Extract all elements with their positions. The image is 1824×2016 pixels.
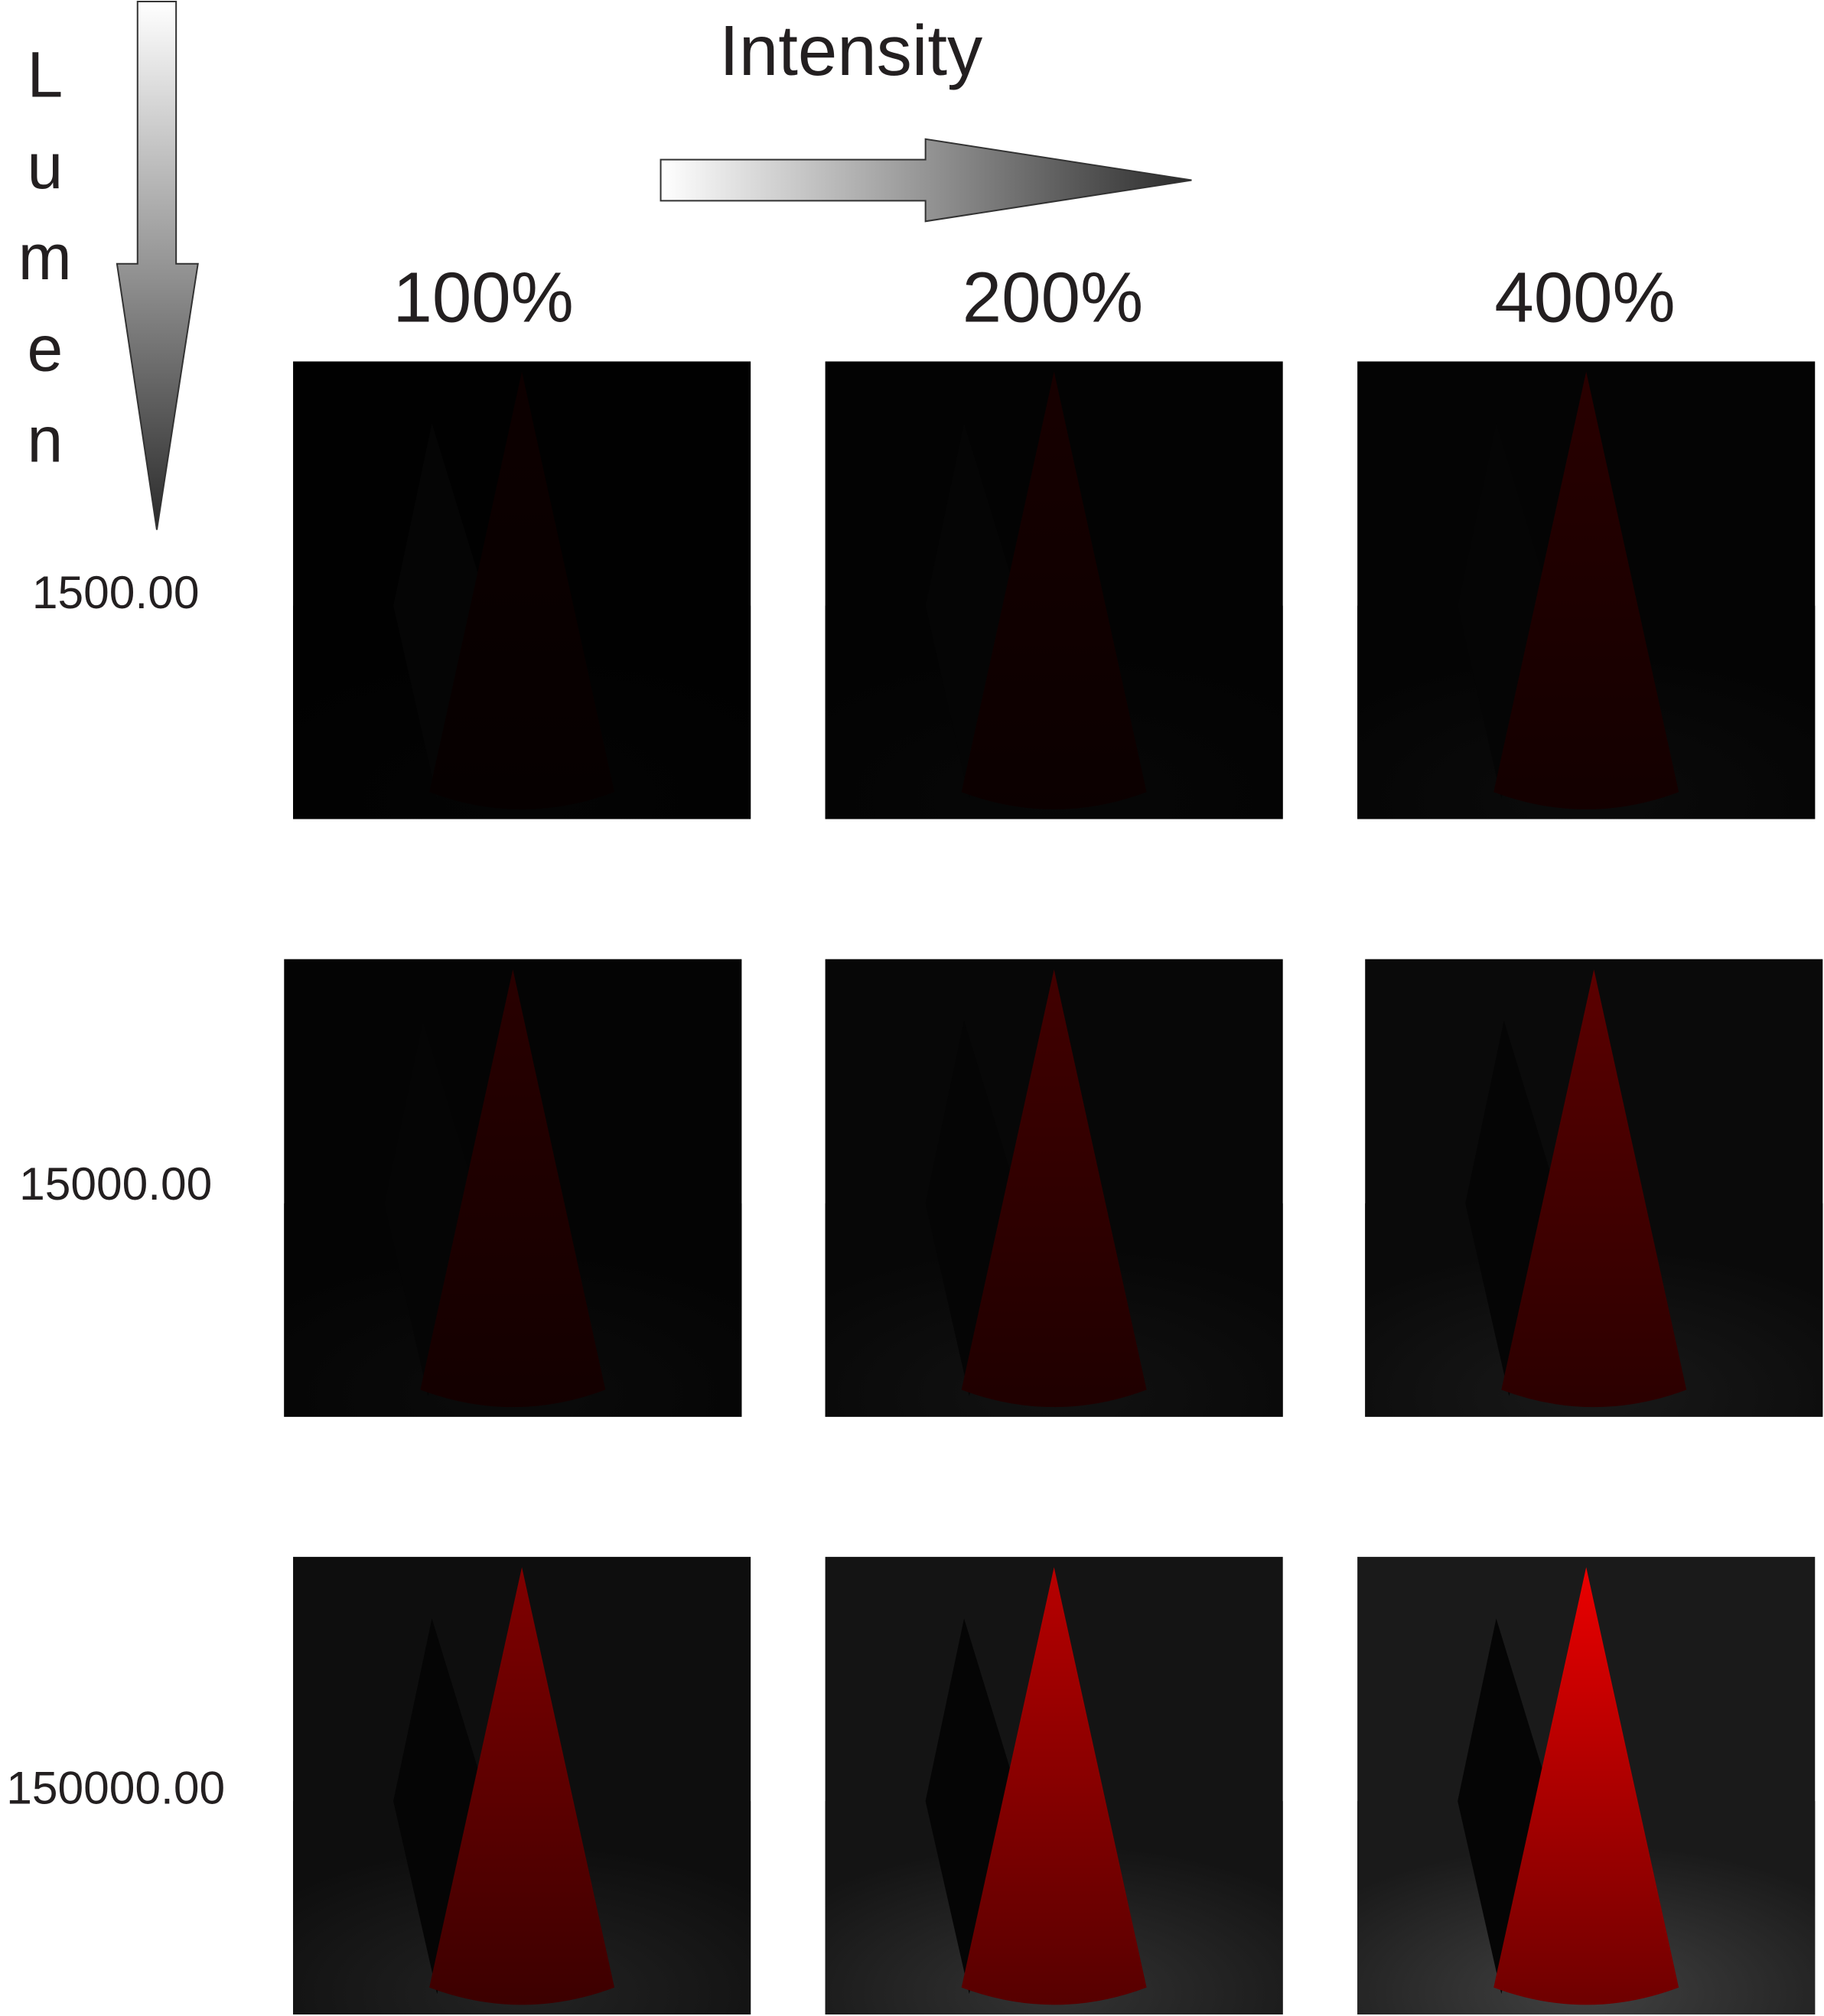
shadow-prism [925,1021,1018,1396]
shadow-prism [925,423,1018,799]
row-label: 1500.00 [32,566,200,618]
lumen-label: Lumen [9,39,81,495]
row-label: 15000.00 [19,1158,212,1210]
render-cell [825,361,1283,819]
row-label: 150000.00 [6,1761,225,1813]
shadow-prism [393,1618,487,1995]
render-cell [825,959,1283,1417]
column-header: 400% [1494,257,1675,337]
shadow-prism [1458,1618,1551,1995]
cone [1493,371,1679,809]
render-cell [825,1556,1283,2014]
render-cell [284,959,742,1417]
cone [961,1567,1147,2005]
render-cell [1357,1556,1816,2014]
shadow-prism [384,1021,477,1396]
cone [961,969,1147,1408]
shadow-prism [393,423,487,799]
right-arrow [660,138,1192,223]
down-arrow [116,1,199,530]
cone [429,1567,615,2005]
cone [420,969,606,1408]
shadow-prism [925,1618,1018,1995]
cone [1493,1567,1679,2005]
render-cell [293,361,751,819]
render-cell [1365,959,1823,1417]
shadow-prism [1465,1021,1559,1396]
render-cell [1357,361,1816,819]
column-header: 200% [962,257,1143,337]
cone [1501,969,1687,1408]
cone [429,371,615,809]
intensity-label: Intensity [719,11,983,90]
render-cell [293,1556,751,2014]
shadow-prism [1458,423,1551,799]
column-header: 100% [393,257,574,337]
cone [961,371,1147,809]
